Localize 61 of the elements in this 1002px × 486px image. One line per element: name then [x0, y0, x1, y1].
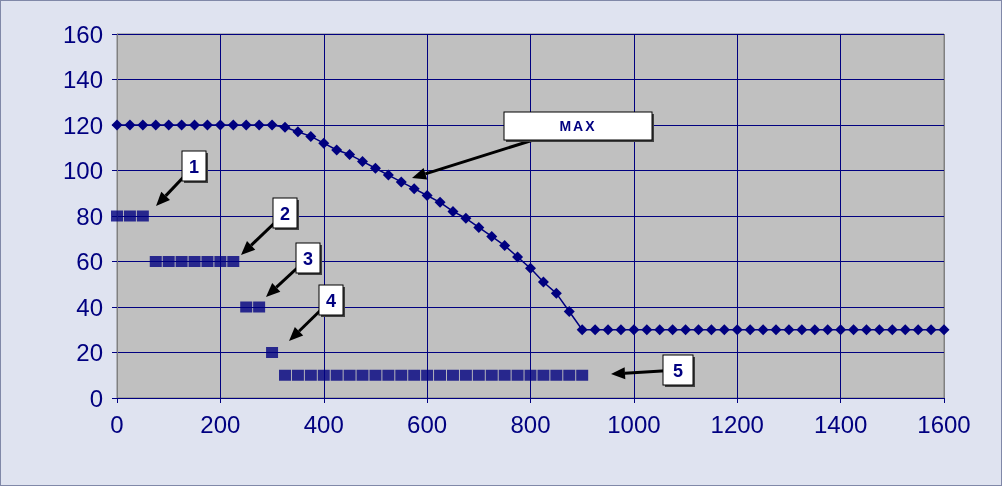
y-tick-label: 0: [89, 384, 103, 412]
point: [459, 369, 472, 381]
annotation: 4: [325, 291, 337, 311]
annotation: 2: [279, 204, 291, 224]
y-tick-label: 80: [76, 202, 103, 230]
x-tick-label: 600: [407, 410, 448, 438]
point: [136, 210, 149, 222]
point: [395, 369, 408, 381]
point: [304, 369, 317, 381]
point: [472, 369, 485, 381]
point: [162, 256, 175, 267]
point: [576, 369, 589, 381]
point: [111, 210, 123, 222]
point: [485, 369, 498, 381]
x-tick-label: 400: [303, 410, 344, 438]
x-tick-label: 800: [510, 410, 551, 438]
point: [330, 369, 343, 381]
point: [214, 256, 227, 267]
point: [498, 369, 511, 381]
point: [421, 369, 434, 381]
point: [434, 369, 447, 381]
point: [511, 369, 524, 381]
annotation: 5: [672, 361, 684, 381]
point: [188, 256, 201, 267]
point: [563, 369, 576, 381]
point: [291, 369, 304, 381]
point: [550, 369, 563, 381]
y-tick-label: 100: [62, 157, 103, 184]
y-tick-label: 140: [62, 66, 103, 93]
y-tick-label: 20: [76, 339, 103, 366]
point: [266, 347, 279, 358]
point: [253, 301, 266, 313]
y-tick-label: 60: [76, 248, 103, 275]
x-tick-label: 0: [110, 410, 124, 438]
point: [408, 369, 421, 381]
y-tick-label: 120: [62, 111, 103, 139]
point: [524, 369, 537, 381]
annotation: 1: [188, 157, 200, 177]
annotation: 3: [302, 249, 314, 269]
annotation: MAX: [559, 118, 597, 134]
y-tick-label: 40: [76, 293, 103, 321]
point: [446, 369, 459, 381]
y-tick-label: 160: [62, 20, 103, 48]
x-tick-label: 1400: [813, 410, 868, 438]
x-tick-label: 1200: [710, 410, 764, 438]
point: [317, 369, 330, 381]
point: [149, 256, 162, 267]
point: [356, 369, 369, 381]
point: [278, 369, 291, 381]
point: [382, 369, 395, 381]
point: [175, 256, 188, 267]
point: [537, 369, 550, 381]
point: [343, 369, 356, 381]
point: [240, 301, 253, 313]
point: [227, 256, 240, 267]
point: [123, 210, 136, 222]
point: [201, 256, 214, 267]
x-tick-label: 200: [200, 410, 241, 438]
x-tick-label: 1000: [607, 410, 661, 438]
point: [369, 369, 382, 381]
x-tick-label: 1600: [917, 410, 971, 438]
